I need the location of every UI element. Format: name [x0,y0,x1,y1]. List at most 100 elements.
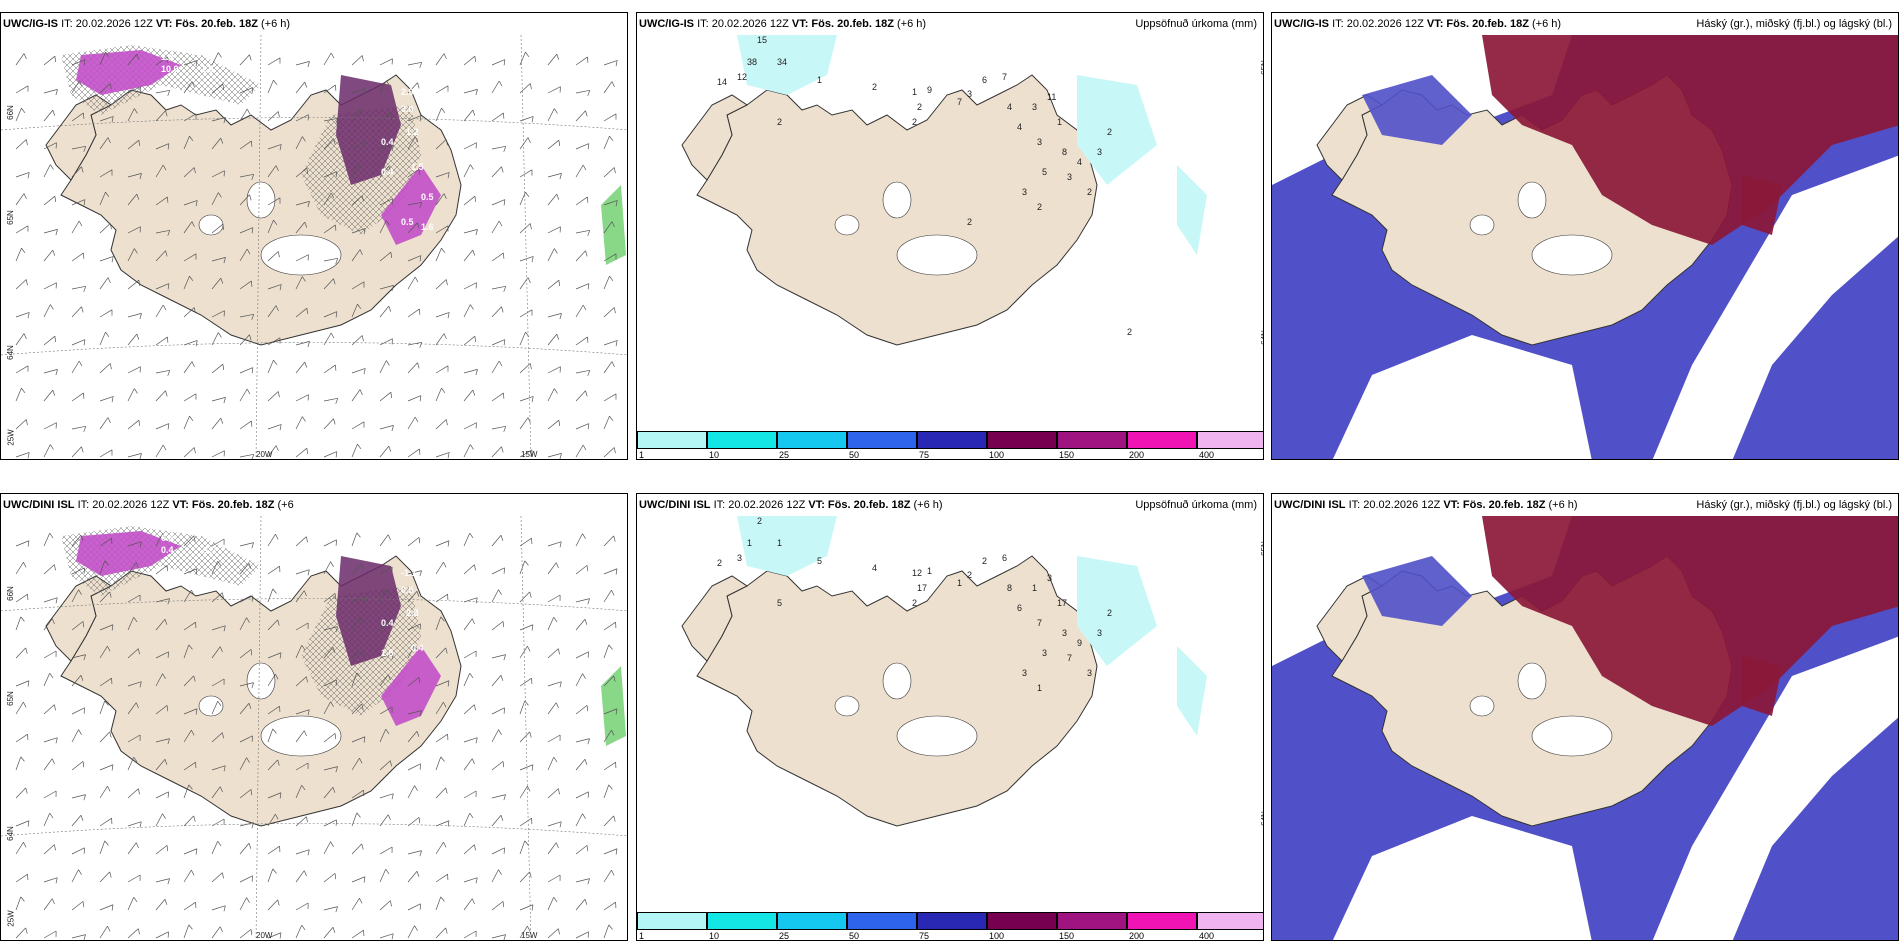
wind-barb [407,168,421,178]
wind-barb [127,333,140,346]
wind-barb [435,927,448,939]
axis-label: 64N [5,826,15,841]
wind-barb [267,588,277,603]
wind-barb [407,850,422,857]
wind-barb [575,250,588,262]
precip-value-label: 3 [1022,668,1027,678]
wind-barb [435,85,449,94]
wind-barb [379,285,394,292]
colorbar-tick: 50 [849,450,860,460]
precip-value-label: 3 [737,553,742,563]
wind-barb [239,822,254,829]
wind-barb [575,738,590,745]
wind-barb [15,247,26,262]
wind-barb [379,425,394,432]
precip-value-label: 2 [912,117,917,127]
wind-barb [211,592,224,603]
precip-value-label: 2 [967,217,972,227]
precip-value-label: 4 [1077,157,1082,167]
wind-barb [295,676,308,687]
wind-barb [295,307,309,318]
wind-barb [379,305,392,318]
wind-barb [519,560,529,575]
wind-barb [99,764,114,771]
mid-cloud-field [1362,75,1472,145]
glacier [260,715,342,757]
wind-barb [71,707,85,715]
wind-barb [211,363,225,374]
wind-barb [183,729,195,743]
wind-barb [43,844,56,855]
precip-value-label: 2 [717,558,722,568]
wind-barb [323,192,335,206]
wind-barb [183,361,195,374]
precip-value-label: 2 [912,598,917,608]
wind-barb [43,142,57,150]
glacier [1469,695,1495,717]
precip-value-label: 3 [1097,147,1102,157]
wind-barb [603,200,618,207]
wind-barb [463,813,474,827]
precip-value-label: 14 [717,77,727,87]
wind-barb [547,648,560,659]
wind-barb [239,542,254,549]
precip-value-label: 12 [737,72,747,82]
wind-barb [407,645,418,659]
wind-barb [463,249,476,262]
temp-value-label: 2.9 [401,87,414,97]
axis-label: 25W [6,429,16,446]
wind-barb [211,52,222,66]
wind-barb [407,570,422,577]
precip-value-label: 3 [967,89,972,99]
colorbar-swatch [987,912,1057,930]
wind-barb [267,619,280,631]
wind-barb [323,117,339,124]
temp-value-label: 10.0 [161,64,179,74]
wind-barb [211,786,223,799]
init-time: IT: 20.02.2026 12Z [1332,18,1424,30]
precip-area [1077,75,1157,185]
wind-barb [379,760,392,771]
wind-barb [407,677,421,687]
wind-barb [211,841,222,855]
wind-barb [211,872,224,883]
wind-barb [267,932,282,939]
colorbar-swatch [1057,431,1127,449]
wind-barb [603,447,616,458]
wind-barb [547,313,562,320]
wind-barb [71,675,84,687]
wind-barb [99,785,111,799]
wind-barb [183,447,196,458]
precip-value-label: 5 [817,556,822,566]
wind-barb [575,651,589,659]
wind-barb [519,51,530,66]
precip-value-label: 1 [1057,117,1062,127]
model-name: UWC/IG-IS [3,18,58,30]
wind-barb [547,928,560,939]
wind-barb [43,813,54,827]
wind-barb [99,363,112,374]
model-name: UWC/DINI ISL [3,499,75,511]
wind-barb [239,897,250,911]
wind-barb [575,283,590,290]
wind-barb [267,57,281,66]
lead-time: (+6 [277,499,294,511]
wind-barb [323,364,337,374]
wind-barb [43,444,54,458]
wind-barb [435,616,445,631]
wind-barb [351,897,363,911]
wind-barb [15,333,27,346]
precip-value-label: 1 [1032,583,1037,593]
wind-barb [15,896,25,911]
wind-barb [435,107,446,122]
wind-barb [575,444,587,458]
wind-barb [407,731,420,743]
wind-barb [267,144,282,151]
wind-barb [155,738,170,745]
wind-barb [99,645,111,659]
wind-barb [295,730,307,743]
wind-barb [99,137,111,150]
wind-barb [519,309,533,318]
wind-barb [435,53,447,66]
wind-barb [603,393,617,402]
